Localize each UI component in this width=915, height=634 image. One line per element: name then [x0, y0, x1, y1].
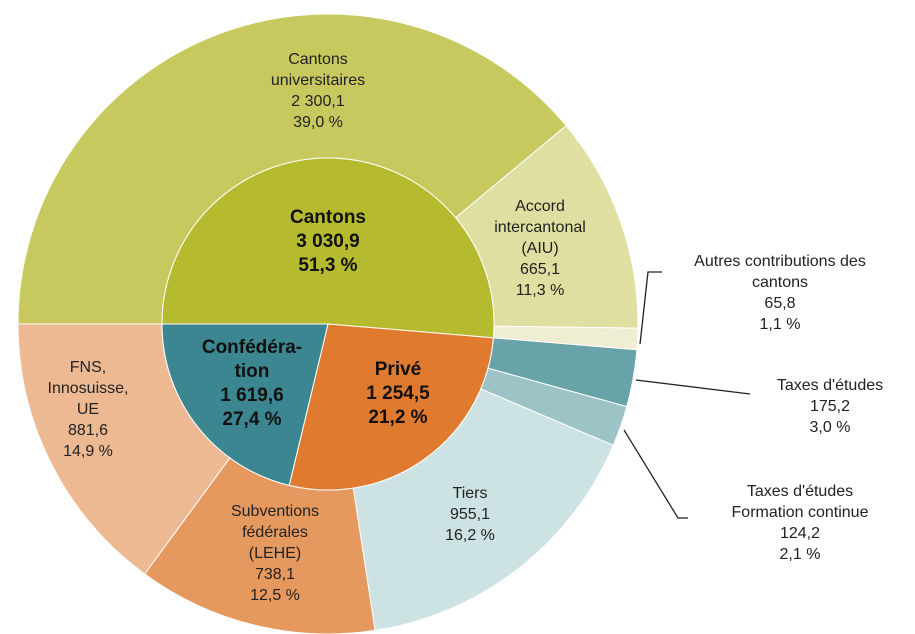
- outer-label: cantons: [752, 274, 808, 291]
- inner-label: 1 619,6: [220, 385, 283, 406]
- outer-label: Autres contributions des: [694, 253, 866, 270]
- outer-label: Taxes d'études: [747, 483, 853, 500]
- outer-label: fédérales: [242, 524, 308, 541]
- outer-label: 39,0 %: [293, 114, 343, 131]
- outer-label: 124,2: [780, 525, 820, 542]
- outer-label: Subventions: [231, 503, 319, 520]
- outer-label: Formation continue: [732, 504, 869, 521]
- outer-label: universitaires: [271, 72, 365, 89]
- outer-label: 11,3 %: [516, 282, 565, 299]
- outer-label: (LEHE): [249, 545, 301, 562]
- outer-label: 175,2: [810, 398, 850, 415]
- outer-label: 955,1: [450, 506, 490, 523]
- outer-label: 881,6: [68, 422, 108, 439]
- outer-label: Accord: [515, 198, 565, 215]
- wedge: [161, 157, 495, 339]
- outer-label: 12,5 %: [250, 587, 300, 604]
- outer-label: Innosuisse,: [48, 380, 129, 397]
- outer-label: Cantons: [288, 51, 348, 68]
- inner-label: 21,2 %: [368, 407, 427, 428]
- wedge: [288, 323, 494, 491]
- inner-label: tion: [235, 361, 270, 382]
- leader-line: [639, 271, 662, 345]
- leader-line: [623, 429, 688, 519]
- outer-label: Tiers: [453, 485, 488, 502]
- outer-label: 2 300,1: [291, 93, 344, 110]
- outer-label: (AIU): [521, 240, 558, 257]
- outer-label: 2,1 %: [780, 546, 821, 563]
- outer-label: UE: [77, 401, 99, 418]
- outer-label: 3,0 %: [810, 419, 851, 436]
- outer-label: Taxes d'études: [777, 377, 883, 394]
- inner-label: Confédéra-: [202, 337, 302, 358]
- wedge: [161, 323, 329, 487]
- inner-label: 27,4 %: [222, 409, 281, 430]
- inner-label: Privé: [375, 359, 421, 380]
- outer-label: 665,1: [520, 261, 560, 278]
- inner-label: Cantons: [290, 207, 366, 228]
- outer-label: 65,8: [764, 295, 795, 312]
- leader-line: [635, 379, 751, 395]
- inner-label: 1 254,5: [366, 383, 430, 404]
- outer-label: FNS,: [70, 359, 106, 376]
- outer-label: 1,1 %: [760, 316, 801, 333]
- outer-label: intercantonal: [494, 219, 586, 236]
- outer-label: 738,1: [255, 566, 295, 583]
- inner-label: 51,3 %: [298, 255, 357, 276]
- inner-label: 3 030,9: [296, 231, 359, 252]
- labels: Cantons 3 030,9 51,3 % Confédéra-tion 1 619,…: [48, 51, 884, 604]
- outer-label: 16,2 %: [445, 527, 495, 544]
- outer-label: 14,9 %: [63, 443, 113, 460]
